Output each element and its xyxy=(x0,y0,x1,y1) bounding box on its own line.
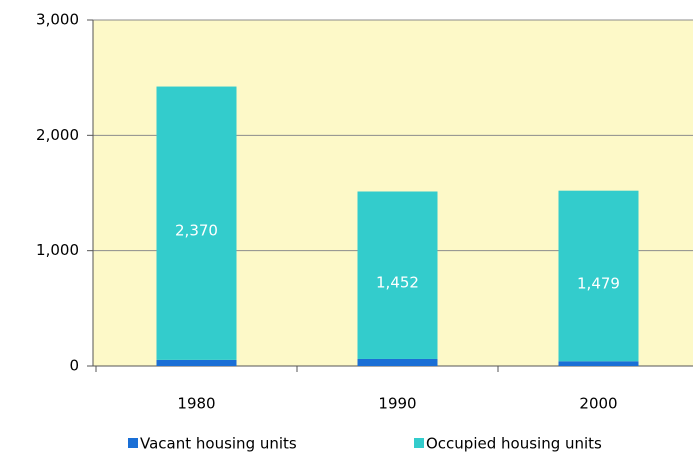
legend-label: Occupied housing units xyxy=(426,435,602,453)
y-tick-label: 2,000 xyxy=(36,126,79,144)
data-label: 2,370 xyxy=(175,222,218,240)
x-tick-label: 2000 xyxy=(579,395,617,413)
bar-segment xyxy=(357,358,438,366)
x-tick-label: 1980 xyxy=(177,395,215,413)
legend-swatch xyxy=(414,438,424,448)
bar-segment xyxy=(357,191,438,359)
legend-label: Vacant housing units xyxy=(140,435,297,453)
bar-segment xyxy=(156,359,237,366)
x-tick-label: 1990 xyxy=(378,395,416,413)
data-label: 1,479 xyxy=(577,274,620,292)
y-tick-label: 1,000 xyxy=(36,241,79,259)
bar-segment xyxy=(558,361,639,366)
bar-segment xyxy=(156,86,237,360)
legend-swatch xyxy=(128,438,138,448)
data-label: 1,452 xyxy=(376,274,419,292)
y-tick-label: 3,000 xyxy=(36,11,79,29)
y-tick-label: 0 xyxy=(69,357,79,375)
bar-segment xyxy=(558,190,639,362)
